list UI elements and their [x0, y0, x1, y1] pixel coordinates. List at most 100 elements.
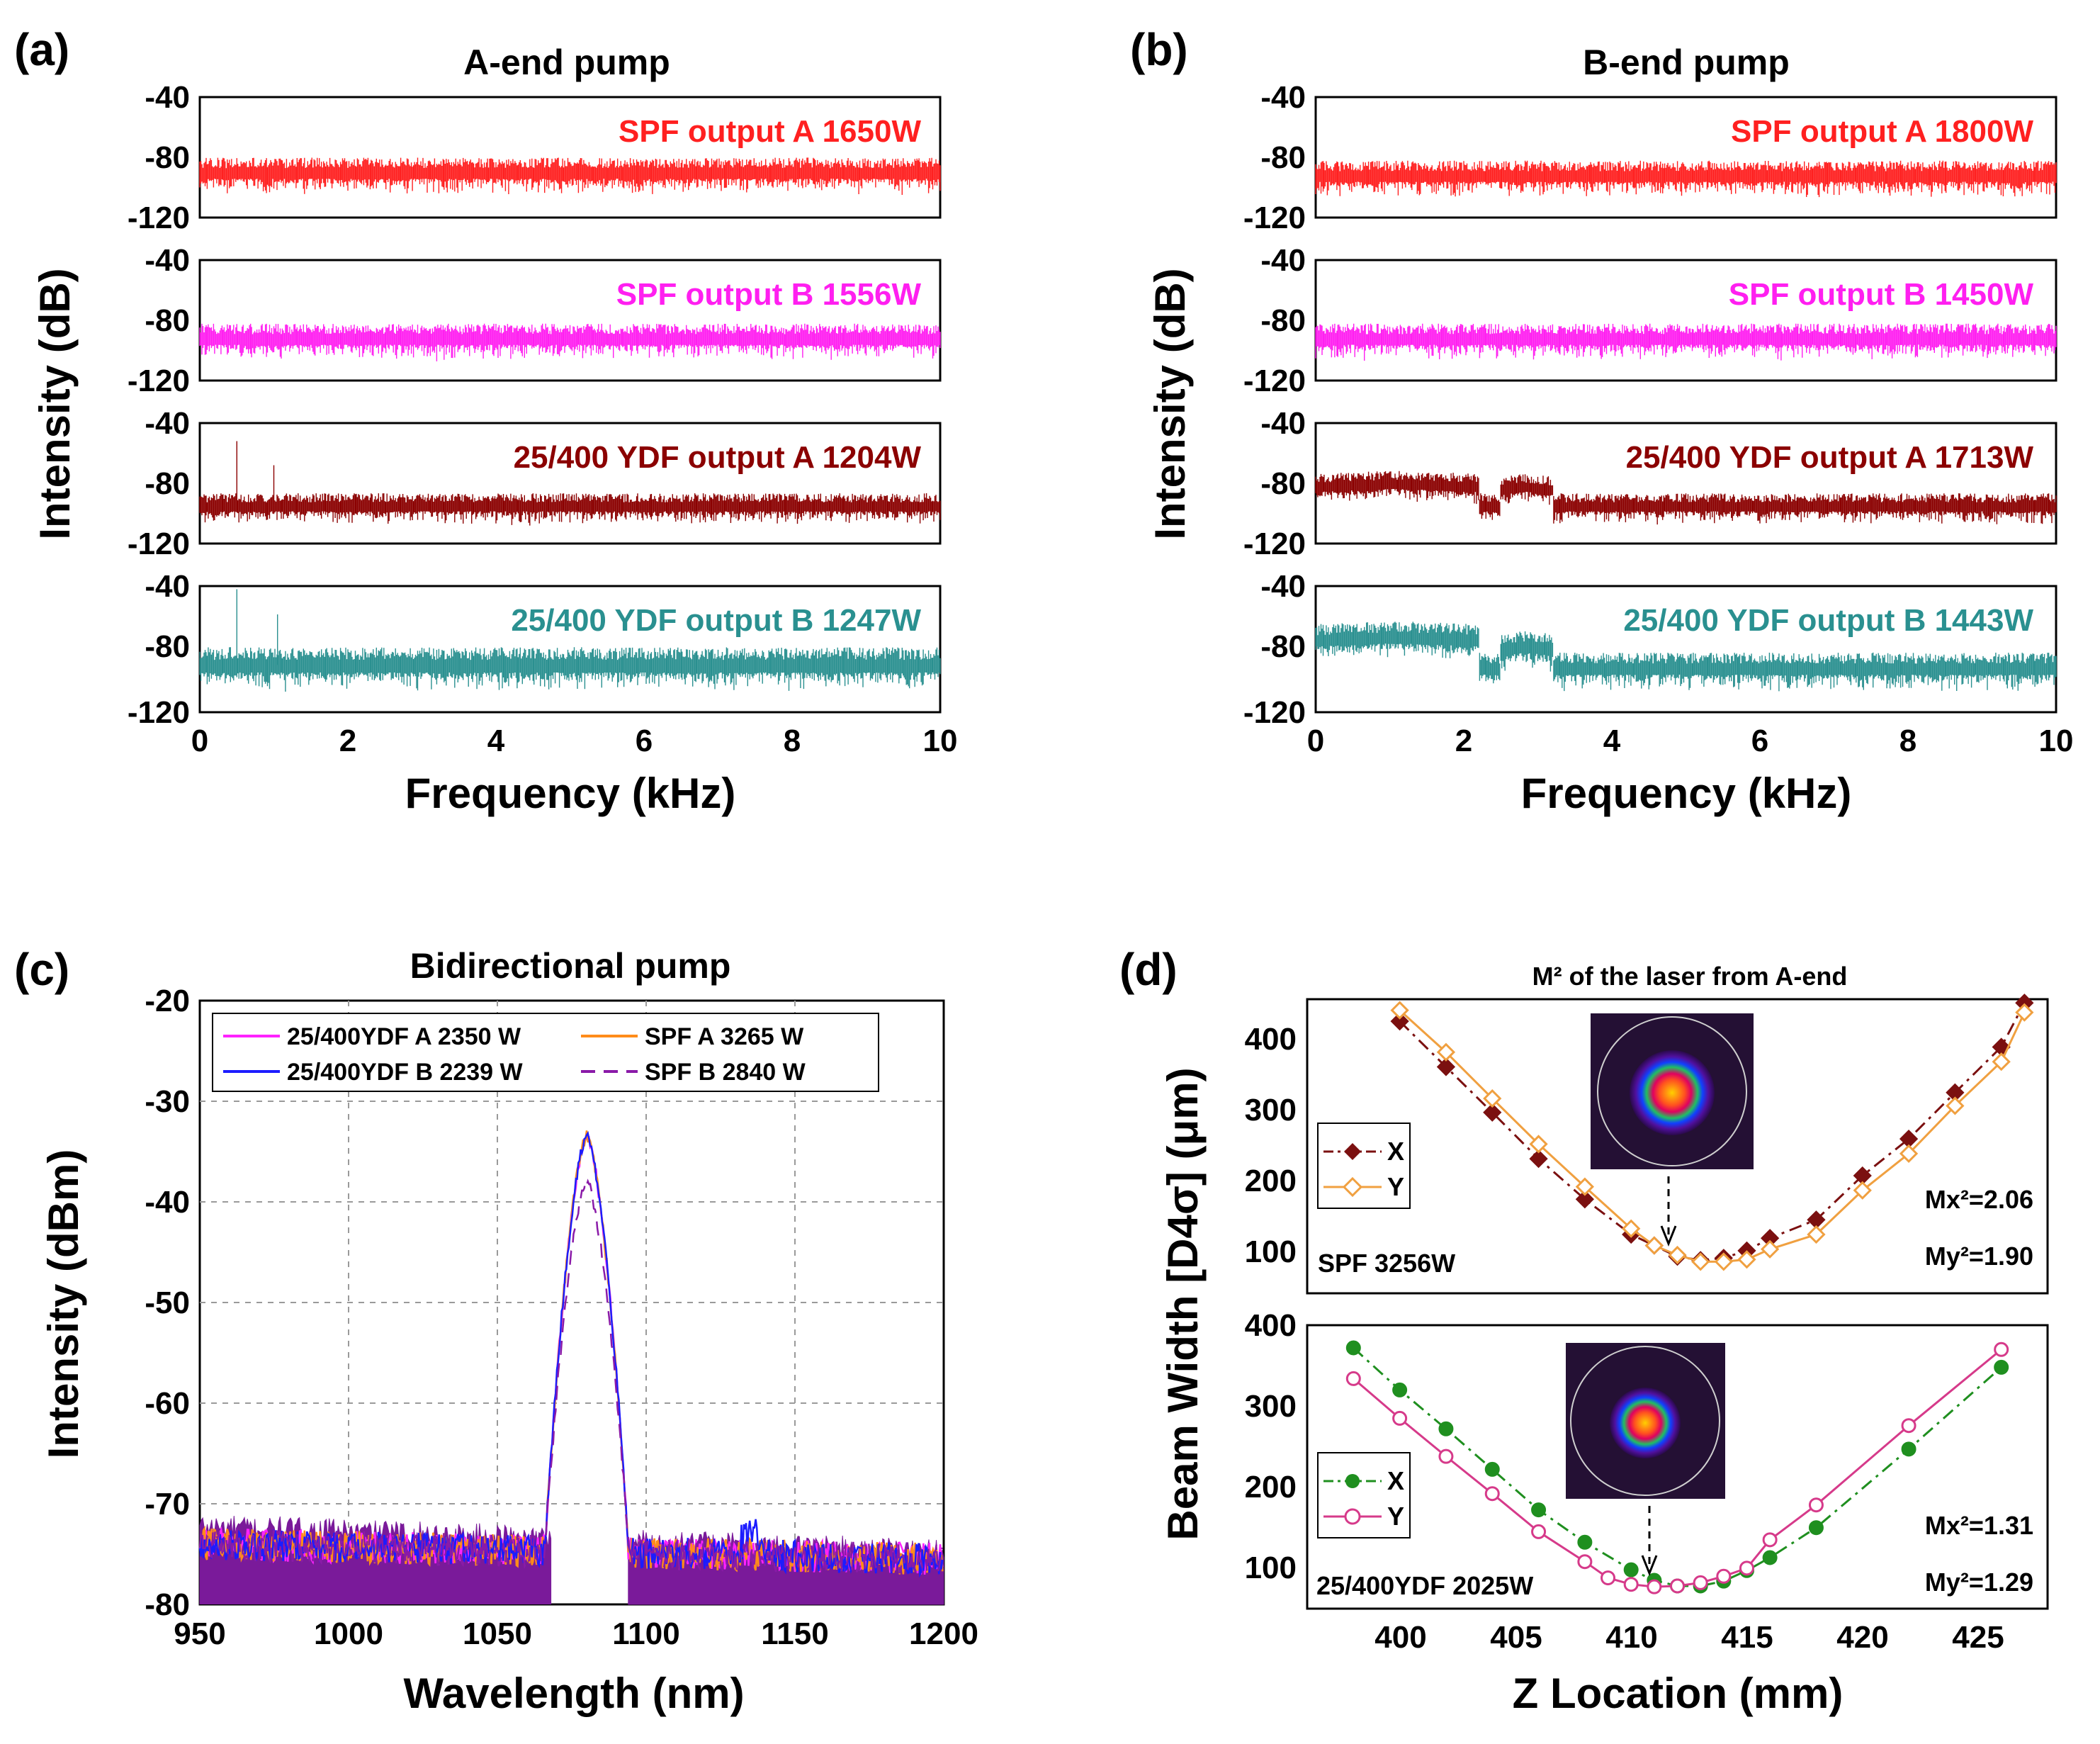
panel-b-series-label-1: SPF output A 1800W — [1731, 114, 2033, 149]
panel-a-ytick: -80 — [145, 629, 190, 664]
panel-b-subplot-3: 25/400 YDF output A 1713W -40 -80 -120 — [1243, 406, 2057, 561]
panel-a-subplot-2: SPF output B 1556W -40 -80 -120 — [128, 243, 942, 398]
panel-b-xtick: 4 — [1603, 724, 1621, 758]
panel-d-marker-y — [2015, 1003, 2034, 1022]
panel-d-marker-y — [1622, 1219, 1641, 1238]
panel-d-marker-x — [1623, 1562, 1639, 1577]
panel-a-ytick: -120 — [128, 527, 190, 561]
panel-b-trace-spf-b — [1315, 323, 2057, 361]
panel-d-xtick: 420 — [1836, 1620, 1888, 1655]
panel-d-marker-x — [1529, 1149, 1548, 1169]
panel-b: (b) B-end pump SPF output A 1800W -40 -8… — [1130, 24, 2073, 817]
panel-a-xtick: 10 — [923, 724, 958, 758]
panel-a-ylabel: Intensity (dB) — [31, 268, 79, 539]
panel-a-xtick: 4 — [487, 724, 505, 758]
panel-d-subplot-2: X Y 25/400YDF 2025W Mx²=1.31 My²=1.29 10… — [1245, 1308, 2049, 1610]
panel-d-ytick: 100 — [1245, 1234, 1297, 1269]
panel-c-ytick: -50 — [145, 1286, 190, 1320]
panel-c-legend-ydf-a: 25/400YDF A 2350 W — [287, 1023, 521, 1050]
diamond-marker-icon — [1344, 1143, 1361, 1160]
panel-d-legend-box-1 — [1317, 1123, 1411, 1209]
panel-c-title: Bidirectional pump — [410, 946, 731, 986]
panel-d-subplot-1-legend: X Y — [1317, 1123, 1411, 1209]
panel-d-marker-x — [1577, 1534, 1593, 1550]
panel-b-subplot-4: 25/400 YDF output B 1443W -40 -80 -120 — [1243, 569, 2057, 730]
panel-d-marker-x — [1762, 1550, 1778, 1565]
panel-b-ytick: -40 — [1260, 243, 1306, 278]
panel-d-xticks: 400 405 410 415 420 425 — [1374, 1620, 2004, 1655]
panel-d-marker-x — [1438, 1421, 1454, 1436]
panel-a-series-label-1: SPF output A 1650W — [619, 114, 921, 149]
panel-c-xlabel: Wavelength (nm) — [403, 1670, 744, 1717]
panel-b-ytick: -120 — [1243, 201, 1306, 235]
panel-d-series-line-y — [1399, 1009, 2026, 1263]
panel-b-xtick: 10 — [2039, 724, 2074, 758]
panel-b-subplot-2: SPF output B 1450W -40 -80 -120 — [1243, 243, 2057, 398]
panel-d: (d) M² of the laser from A-end X Y — [1119, 944, 2049, 1717]
panel-d-my-2: My²=1.29 — [1925, 1568, 2033, 1597]
panel-d-series-line-x — [1353, 1346, 2002, 1587]
panel-b-subplot-1: SPF output A 1800W -40 -80 -120 — [1243, 80, 2057, 235]
panel-b-ytick: -40 — [1260, 569, 1306, 604]
panel-d-marker-y — [1853, 1181, 1872, 1200]
panel-d-marker-x — [1436, 1057, 1456, 1076]
panel-d-series-line-x — [1399, 1002, 2026, 1261]
panel-d-marker-y — [1623, 1577, 1639, 1592]
panel-b-ytick: -120 — [1243, 695, 1306, 730]
panel-d-subplot-1-yticks: 100 200 300 400 — [1245, 1022, 1297, 1269]
panel-b-xtick: 2 — [1455, 724, 1472, 758]
panel-d-marker-y — [1714, 1252, 1733, 1271]
panel-b-xticks: 0 2 4 6 8 10 — [1307, 724, 2074, 758]
panel-d-my-1: My²=1.90 — [1925, 1242, 2033, 1271]
panel-d-legend-box-2 — [1317, 1452, 1411, 1538]
panel-d-marker-x — [1345, 1340, 1361, 1356]
panel-d-ylabel: Beam Width [D4σ] (μm) — [1159, 1067, 1207, 1540]
panel-c-trace-2 — [198, 1130, 944, 1578]
panel-d-subplot-1-series — [1390, 994, 2034, 1271]
panel-a-ytick: -40 — [145, 80, 190, 115]
panel-c-yticks: -20 -30 -40 -50 -60 -70 -80 — [145, 984, 190, 1622]
panel-c-xtick: 1150 — [761, 1616, 828, 1651]
beam-aperture-circle-icon — [1597, 1016, 1747, 1166]
panel-d-annotation-1: SPF 3256W — [1318, 1249, 1455, 1278]
panel-a-trace-ydf-b — [199, 589, 941, 692]
panel-c-xtick: 1050 — [463, 1616, 532, 1651]
panel-d-marker-y — [1899, 1144, 1919, 1164]
panel-a-subplot-4: 25/400 YDF output B 1247W -40 -80 -120 — [128, 569, 942, 730]
panel-d-marker-y — [1601, 1570, 1616, 1586]
panel-a-trace-ydf-a — [199, 441, 941, 526]
panel-d-marker-x — [1808, 1520, 1824, 1536]
panel-d-marker-y — [1761, 1239, 1780, 1259]
panel-a-subplot-1: SPF output A 1650W -40 -80 -120 — [128, 80, 942, 235]
panel-a-ytick: -120 — [128, 364, 190, 398]
panel-d-marker-x — [1575, 1190, 1595, 1209]
panel-a-series-label-3: 25/400 YDF output A 1204W — [514, 440, 922, 475]
panel-a-ytick: -40 — [145, 569, 190, 604]
panel-a-ytick: -80 — [145, 303, 190, 338]
panel-a-subplot-1-frame — [198, 96, 942, 219]
panel-d-marker-y — [1438, 1448, 1454, 1464]
panel-b-ytick: -40 — [1260, 80, 1306, 115]
panel-d-marker-y — [1575, 1177, 1595, 1196]
panel-d-marker-x — [1531, 1502, 1547, 1518]
panel-d-xtick: 425 — [1952, 1620, 2004, 1655]
diamond-open-marker-icon — [1342, 1176, 1363, 1198]
panel-c: (c) Bidirectional pump 25/400YDF A 2350 … — [14, 944, 978, 1717]
panel-b-subplot-1-frame — [1314, 96, 2057, 219]
panel-d-marker-y — [1716, 1568, 1732, 1584]
panel-b-ytick: -120 — [1243, 527, 1306, 561]
circle-open-marker-icon — [1344, 1508, 1361, 1525]
panel-c-xtick: 950 — [174, 1616, 225, 1651]
panel-b-series-label-4: 25/400 YDF output B 1443W — [1623, 603, 2033, 638]
panel-d-xtick: 400 — [1374, 1620, 1426, 1655]
panel-b-ytick: -80 — [1260, 466, 1306, 501]
panel-b-xtick: 8 — [1899, 724, 1916, 758]
panel-a-series-label-4: 25/400 YDF output B 1247W — [511, 603, 921, 638]
beam-spot-icon — [1610, 1388, 1681, 1458]
panel-b-ylabel: Intensity (dB) — [1146, 268, 1194, 539]
panel-d-ytick: 200 — [1245, 1164, 1297, 1198]
panel-d-mx-1: Mx²=2.06 — [1925, 1185, 2033, 1214]
panel-a-xtick: 0 — [191, 724, 208, 758]
panel-d-subplot-2-legend: X Y — [1317, 1452, 1411, 1538]
